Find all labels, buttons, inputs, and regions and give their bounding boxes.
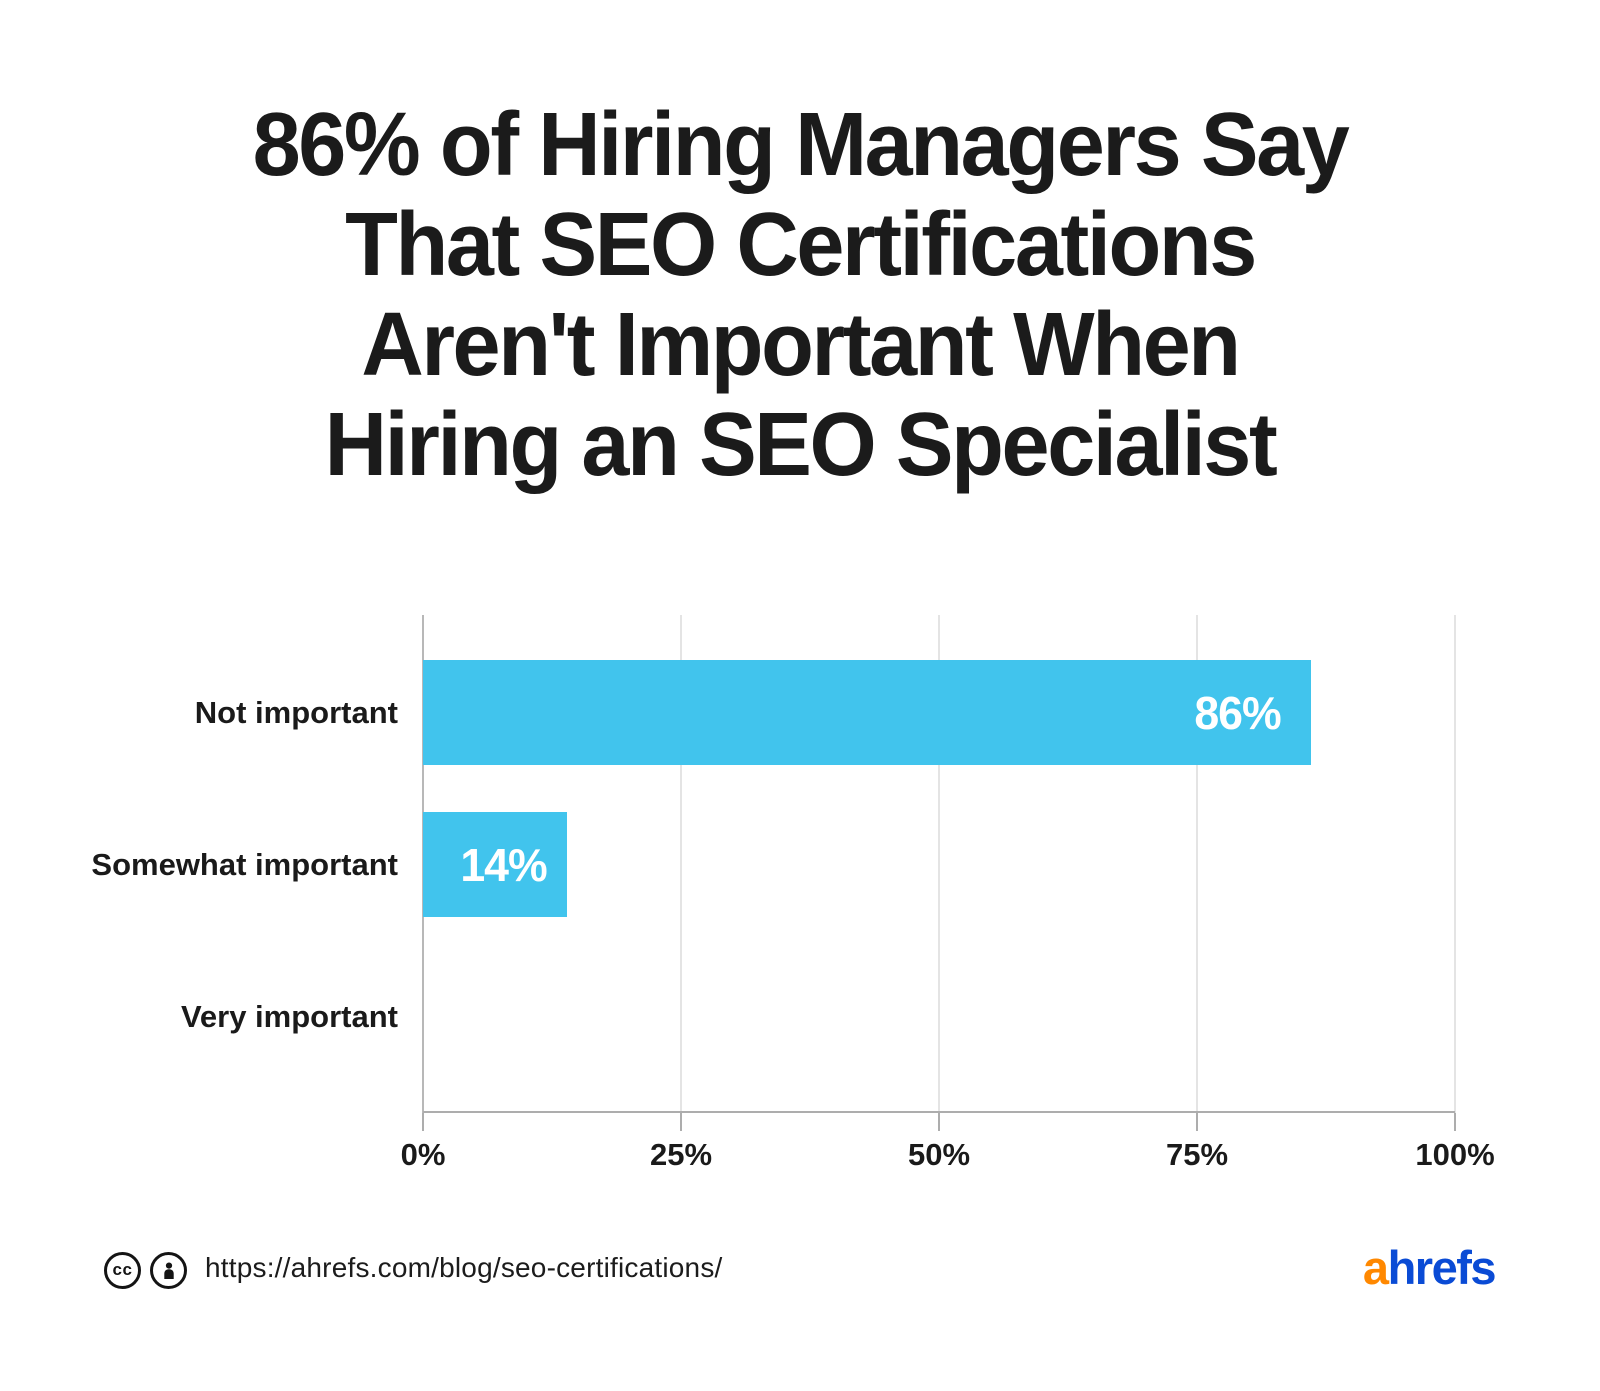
axis-tick xyxy=(422,1113,424,1131)
x-tick-label: 50% xyxy=(907,1137,971,1172)
x-tick-label: 75% xyxy=(1165,1137,1229,1172)
cc-icon: cc xyxy=(104,1252,141,1289)
title-line-2: That SEO Certifications xyxy=(345,195,1257,295)
axis-tick xyxy=(1454,1113,1456,1131)
person-glyph xyxy=(163,1262,174,1279)
bar: 86% xyxy=(423,660,1311,765)
title-line-1: 86% of Hiring Managers Say xyxy=(252,95,1350,195)
cc-icon-text: cc xyxy=(112,1260,133,1279)
bar-chart-plot-area: 86% 14% xyxy=(422,615,1456,1131)
gridline xyxy=(680,615,682,1113)
category-label: Not important xyxy=(194,694,398,730)
bar: 14% xyxy=(423,812,568,917)
attribution-person-icon xyxy=(150,1252,187,1289)
gridline xyxy=(1196,615,1198,1113)
title-line-3: Aren't Important When xyxy=(361,295,1241,395)
chart-title: 86% of Hiring Managers Say That SEO Cert… xyxy=(0,95,1600,495)
category-label: Very important xyxy=(180,998,398,1034)
category-label: Somewhat important xyxy=(91,846,398,882)
source-url[interactable]: https://ahrefs.com/blog/seo-certificatio… xyxy=(205,1252,723,1283)
x-tick-label: 100% xyxy=(1415,1137,1495,1172)
gridline xyxy=(938,615,940,1113)
axis-tick xyxy=(1196,1113,1198,1131)
x-tick-label: 0% xyxy=(400,1137,446,1172)
ahrefs-logo[interactable]: ahrefs xyxy=(1363,1244,1497,1291)
x-tick-label: 25% xyxy=(649,1137,713,1172)
axis-tick xyxy=(938,1113,940,1131)
bar-value-label: 86% xyxy=(1194,686,1282,739)
ahrefs-logo-letter-a: a xyxy=(1362,1241,1389,1294)
axis-tick xyxy=(680,1113,682,1131)
gridline xyxy=(1454,615,1456,1113)
x-axis-baseline xyxy=(423,1111,1455,1113)
ahrefs-logo-hrefs: hrefs xyxy=(1387,1241,1497,1294)
title-line-4: Hiring an SEO Specialist xyxy=(324,395,1278,495)
bar-value-label: 14% xyxy=(460,838,547,891)
